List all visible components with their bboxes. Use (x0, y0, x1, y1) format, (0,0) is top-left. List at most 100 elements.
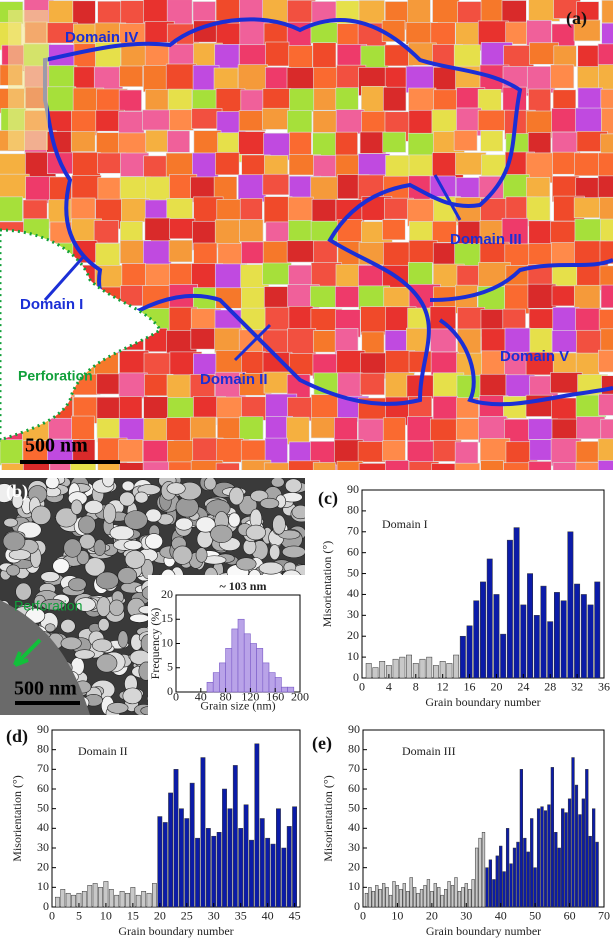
bar (406, 655, 411, 678)
grain (285, 479, 301, 493)
grain (262, 108, 289, 129)
grain (96, 243, 120, 267)
grain (599, 394, 613, 415)
grain (431, 352, 458, 375)
bar (109, 889, 113, 907)
grain (292, 505, 309, 519)
bar (372, 891, 375, 907)
grain (0, 440, 23, 465)
bar (217, 832, 221, 907)
bar (190, 783, 194, 907)
y-tick-label: 10 (161, 635, 173, 649)
x-tick-label: 20 (154, 908, 166, 922)
grain (269, 545, 279, 560)
bar (379, 889, 382, 907)
bar (448, 881, 451, 907)
y-tick-label: 40 (37, 820, 49, 834)
grain (118, 568, 137, 584)
grain (602, 0, 613, 23)
grain (599, 65, 613, 90)
bar (98, 887, 102, 907)
bar (386, 887, 389, 907)
grain (196, 548, 207, 563)
histogram-bar (219, 663, 225, 692)
grain (239, 132, 265, 155)
y-tick-label: 80 (37, 741, 49, 755)
histogram-bar (238, 619, 244, 692)
grain (3, 532, 25, 551)
chart-title: Domain I (382, 517, 428, 531)
y-axis-label: Misorientation (°) (10, 775, 24, 861)
grain (109, 600, 123, 616)
x-tick-label: 20 (490, 679, 502, 693)
bar (195, 838, 199, 907)
bar (499, 846, 502, 907)
grain (166, 64, 196, 93)
grain (601, 134, 613, 154)
grain (383, 132, 406, 152)
bar (568, 799, 571, 907)
grain (313, 331, 337, 353)
grain (576, 353, 599, 375)
grain (506, 22, 529, 44)
grain (432, 464, 459, 486)
y-tick-label: 30 (347, 607, 359, 621)
grain (143, 65, 167, 91)
y-tick-label: 20 (161, 587, 173, 601)
grain (176, 497, 199, 517)
grain (311, 395, 339, 419)
grain (551, 439, 580, 466)
bar (271, 844, 275, 907)
grain (598, 439, 613, 461)
bar (455, 878, 458, 908)
grain (529, 244, 554, 267)
grain (79, 534, 95, 549)
figure: (a) Domain IV Domain I Domain II Domain … (0, 0, 613, 948)
grain (119, 397, 142, 421)
grain (122, 481, 134, 491)
bar (393, 881, 396, 907)
x-tick-label: 70 (598, 908, 610, 922)
grain (94, 67, 122, 91)
grain (598, 350, 613, 372)
grain (125, 550, 145, 568)
bar (467, 626, 472, 678)
x-tick-label: 0 (173, 689, 179, 703)
grain (45, 476, 59, 489)
bar (541, 807, 544, 907)
grain (175, 518, 192, 530)
bar (287, 826, 291, 907)
bar (496, 856, 499, 907)
x-tick-label: 40 (262, 908, 274, 922)
bar (530, 819, 533, 908)
grain (123, 688, 142, 704)
x-tick-label: 40 (495, 908, 507, 922)
grain (409, 88, 436, 112)
bar (393, 659, 398, 678)
bar (517, 842, 520, 907)
bar (579, 815, 582, 907)
grain (96, 654, 117, 672)
bar (260, 819, 264, 908)
bar (453, 655, 458, 678)
annotation: ~ 103 nm (220, 579, 267, 593)
grain (78, 516, 95, 534)
grain (124, 540, 142, 550)
y-axis-label: Misorientation (°) (320, 541, 334, 627)
grain (527, 197, 550, 220)
grain (119, 440, 143, 462)
y-tick-label: 15 (161, 611, 173, 625)
bar (479, 838, 482, 907)
y-tick-label: 90 (347, 482, 359, 496)
bar (373, 668, 378, 678)
bar (514, 528, 519, 678)
histogram-bar (250, 644, 256, 693)
grain (238, 175, 266, 202)
grain (503, 396, 526, 418)
bar (434, 883, 437, 907)
y-tick-label: 60 (347, 544, 359, 558)
bar (585, 769, 588, 907)
grain (48, 87, 76, 113)
grain (238, 65, 268, 93)
x-tick-label: 24 (517, 679, 529, 693)
